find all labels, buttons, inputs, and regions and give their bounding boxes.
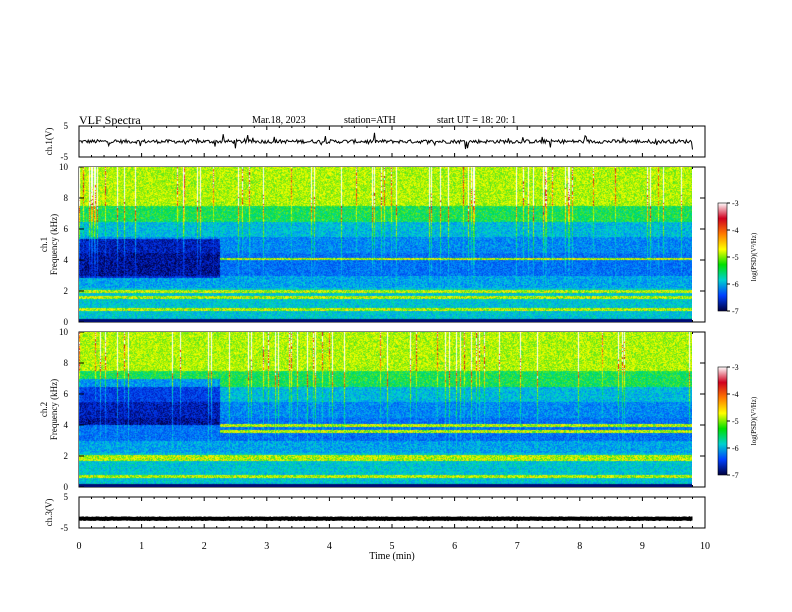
ch2-spectrogram-panel: 0 2 4 6 8 10 ch.2 Frequency (kHz)	[39, 327, 706, 492]
date-label: Mar.18, 2023	[252, 115, 306, 126]
ch1-spectrogram-image	[79, 167, 692, 322]
cbar2-tick-label: -4	[732, 390, 739, 399]
cbar1-tick-label: -3	[732, 199, 739, 208]
spec2-ylabel: Frequency (kHz)	[49, 379, 59, 440]
time-tick-label: 1	[139, 541, 144, 552]
ch3-ylabel: ch.3(V)	[44, 499, 54, 527]
ch1-trace	[78, 132, 693, 150]
time-tick-label: 5	[390, 541, 395, 552]
ch1-ylabel: ch.1(V)	[44, 128, 54, 156]
spec2-ytick-label: 4	[64, 420, 69, 430]
cbar1-tick-label: -6	[732, 280, 739, 289]
spec2-ytick-label: 2	[64, 451, 69, 461]
time-tick-label: 0	[77, 541, 82, 552]
time-tick-label: 4	[327, 541, 332, 552]
cbar1-bar	[717, 202, 728, 312]
spec2-ytick-label: 6	[64, 389, 69, 399]
ch3-frame	[78, 496, 706, 529]
cbar1-tick-label: -4	[732, 226, 739, 235]
ch2-colorbar: -3 -4 -5 -6 -7 log(PSD)(V²/Hz)	[717, 363, 758, 480]
cbar1-tick-label: -5	[732, 253, 739, 262]
cbar2-tick-label: -7	[732, 471, 739, 480]
spec1-ytick-label: 8	[64, 193, 69, 203]
ch1-spectrogram-panel: 0 2 4 6 8 10 ch.1 Frequency (kHz)	[39, 162, 706, 327]
ch1-colorbar: -3 -4 -5 -6 -7 log(PSD)(V²/Hz)	[717, 199, 758, 316]
spec1-ytick-label: 6	[64, 224, 69, 234]
ch2-spectrogram-image	[79, 332, 692, 487]
cbar1-tick-label: -7	[732, 307, 739, 316]
spec1-ylabel: Frequency (kHz)	[49, 214, 59, 275]
spec2-ytick-label: 8	[64, 358, 69, 368]
ch3-ytick-label: -5	[61, 523, 69, 533]
ch3-ytick-label: 5	[64, 492, 69, 502]
spec2-ytick-label: 0	[64, 482, 69, 492]
cbar2-bar	[717, 366, 728, 476]
time-tick-label: 8	[577, 541, 582, 552]
ch1-ytick-label: -5	[61, 152, 69, 162]
spec1-channel-label: ch.1	[39, 237, 49, 252]
ch1-waveform-panel: 5 -5 ch.1(V)	[44, 121, 706, 162]
cbar2-tick-label: -3	[732, 363, 739, 372]
spec1-ytick-label: 0	[64, 317, 69, 327]
cbar2-tick-label: -6	[732, 444, 739, 453]
time-tick-label: 9	[640, 541, 645, 552]
spec1-ytick-label: 10	[59, 162, 69, 172]
start-time-label: start UT = 18: 20: 1	[437, 115, 517, 126]
time-tick-label: 6	[452, 541, 457, 552]
ch3-trace	[79, 516, 693, 522]
time-tick-label: 7	[515, 541, 520, 552]
time-tick-label: 10	[700, 541, 710, 552]
cbar1-label: log(PSD)(V²/Hz)	[750, 232, 758, 281]
ch1-ytick-label: 5	[64, 121, 69, 131]
cbar2-label: log(PSD)(V²/Hz)	[750, 396, 758, 445]
spec2-ytick-label: 10	[59, 327, 69, 337]
spec1-ytick-label: 4	[64, 255, 69, 265]
ch3-waveform-panel: 5 -5 ch.3(V)	[44, 492, 706, 533]
spec2-channel-label: ch.2	[39, 402, 49, 417]
time-axis-label: Time (min)	[369, 551, 414, 562]
time-axis: 0 1 2 3 4 5 6 7 8 9 10 Time (min)	[77, 541, 711, 562]
time-tick-label: 3	[264, 541, 269, 552]
cbar2-tick-label: -5	[732, 417, 739, 426]
spec1-ytick-label: 2	[64, 286, 69, 296]
station-label: station=ATH	[344, 115, 396, 126]
time-tick-label: 2	[202, 541, 207, 552]
figure-title: VLF Spectra	[79, 113, 141, 127]
